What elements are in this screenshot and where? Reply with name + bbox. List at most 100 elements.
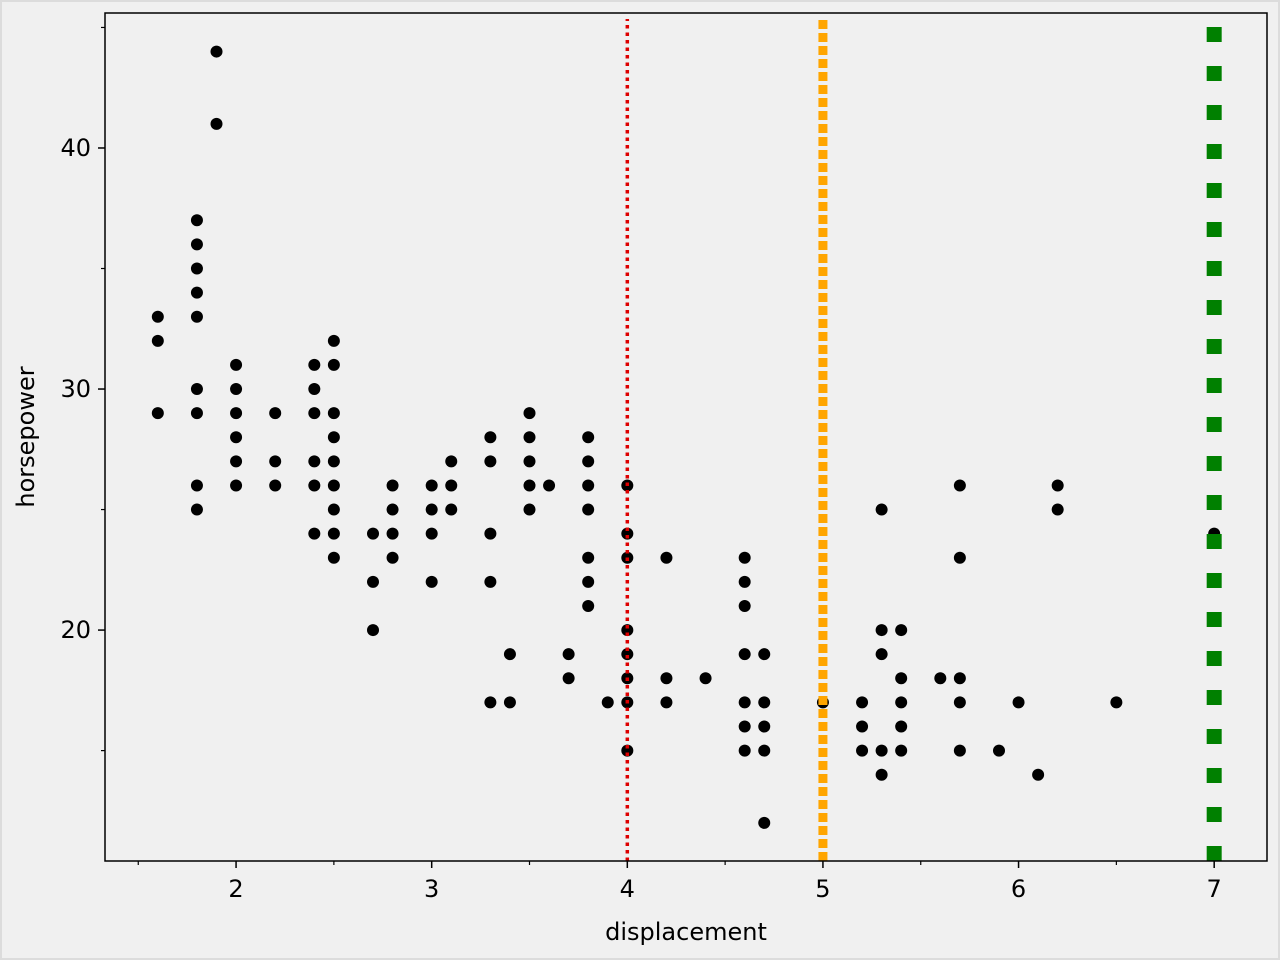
- point: [425, 503, 438, 516]
- point: [386, 527, 399, 540]
- point: [269, 455, 282, 468]
- point: [190, 238, 203, 251]
- point: [953, 744, 966, 757]
- point: [738, 744, 751, 757]
- point: [190, 262, 203, 275]
- point: [582, 599, 595, 612]
- plot-frame: [104, 12, 1268, 862]
- point: [660, 696, 673, 709]
- point: [875, 503, 888, 516]
- point: [582, 503, 595, 516]
- point: [621, 527, 634, 540]
- x-tick-label: 3: [424, 875, 439, 903]
- point: [895, 624, 908, 637]
- point: [269, 479, 282, 492]
- point: [738, 648, 751, 661]
- point: [327, 431, 340, 444]
- point: [151, 407, 164, 420]
- x-tick-label: 5: [815, 875, 830, 903]
- point: [190, 286, 203, 299]
- point: [1012, 696, 1025, 709]
- y-tick-label: 30: [60, 375, 91, 403]
- point: [621, 624, 634, 637]
- point: [856, 720, 869, 733]
- point: [484, 431, 497, 444]
- point: [582, 575, 595, 588]
- point: [230, 455, 243, 468]
- point: [1051, 479, 1064, 492]
- point: [190, 310, 203, 323]
- point: [230, 479, 243, 492]
- point: [875, 744, 888, 757]
- point: [386, 479, 399, 492]
- x-axis-label: displacement: [605, 918, 767, 946]
- point: [425, 575, 438, 588]
- point: [484, 575, 497, 588]
- point: [230, 431, 243, 444]
- point: [856, 696, 869, 709]
- point: [308, 479, 321, 492]
- point: [367, 527, 380, 540]
- point: [327, 527, 340, 540]
- point: [327, 479, 340, 492]
- point: [327, 358, 340, 371]
- point: [582, 455, 595, 468]
- point: [327, 407, 340, 420]
- point: [992, 744, 1005, 757]
- point: [308, 407, 321, 420]
- point: [484, 696, 497, 709]
- point: [445, 479, 458, 492]
- point: [953, 551, 966, 564]
- point: [621, 648, 634, 661]
- point: [660, 672, 673, 685]
- point: [308, 383, 321, 396]
- point: [190, 479, 203, 492]
- point: [953, 479, 966, 492]
- point: [386, 503, 399, 516]
- point: [190, 214, 203, 227]
- point: [895, 672, 908, 685]
- point: [523, 431, 536, 444]
- y-tick-label: 20: [60, 616, 91, 644]
- point: [230, 383, 243, 396]
- point: [1032, 768, 1045, 781]
- point: [425, 527, 438, 540]
- point: [269, 407, 282, 420]
- point: [523, 503, 536, 516]
- point: [308, 455, 321, 468]
- point: [738, 551, 751, 564]
- point: [327, 455, 340, 468]
- point: [445, 503, 458, 516]
- point: [190, 383, 203, 396]
- point: [895, 744, 908, 757]
- x-tick-label: 4: [620, 875, 635, 903]
- point: [582, 431, 595, 444]
- point: [758, 816, 771, 829]
- point: [758, 648, 771, 661]
- point: [758, 696, 771, 709]
- point: [425, 479, 438, 492]
- point: [562, 672, 575, 685]
- point: [484, 527, 497, 540]
- point: [621, 744, 634, 757]
- y-axis-label: horsepower: [12, 366, 40, 507]
- x-tick-label: 7: [1207, 875, 1222, 903]
- point: [953, 672, 966, 685]
- point: [151, 310, 164, 323]
- point: [856, 744, 869, 757]
- point: [151, 334, 164, 347]
- point: [582, 551, 595, 564]
- point: [660, 551, 673, 564]
- point: [895, 696, 908, 709]
- point: [367, 624, 380, 637]
- point: [523, 479, 536, 492]
- point: [543, 479, 556, 492]
- point: [327, 503, 340, 516]
- point: [758, 744, 771, 757]
- point: [308, 527, 321, 540]
- point: [582, 479, 595, 492]
- point: [953, 696, 966, 709]
- point: [738, 696, 751, 709]
- point: [445, 455, 458, 468]
